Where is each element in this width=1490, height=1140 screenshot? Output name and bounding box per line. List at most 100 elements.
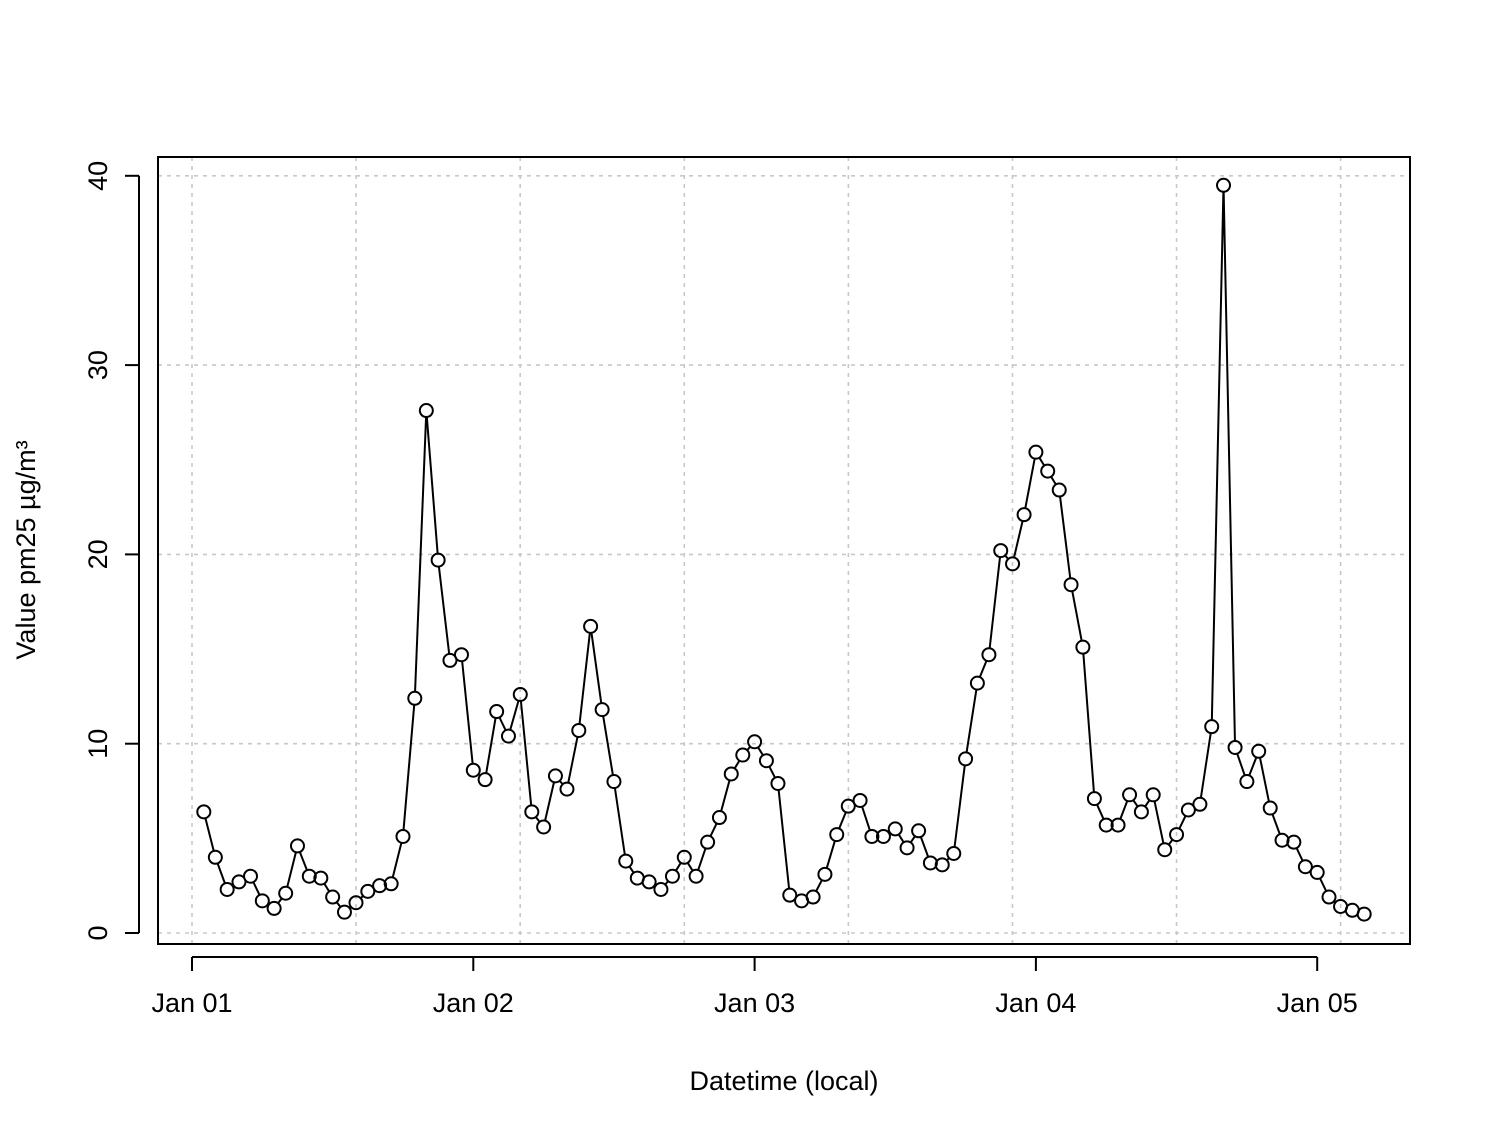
series-segment	[437, 566, 451, 655]
data-point	[1028, 444, 1044, 460]
y-axis-title: Value pm25 µg/m³	[11, 440, 41, 659]
series-segment	[1144, 799, 1151, 808]
data-point	[864, 828, 880, 844]
series-segment	[953, 765, 966, 848]
data-point	[231, 874, 247, 890]
series-segment	[1295, 847, 1304, 862]
data-point	[911, 823, 927, 839]
series-segment	[1199, 732, 1212, 799]
series-segment	[323, 883, 331, 893]
data-point	[747, 734, 763, 750]
series-segment	[298, 851, 308, 871]
data-point	[360, 883, 376, 899]
data-point	[453, 647, 469, 663]
data-point	[934, 857, 950, 873]
data-point	[372, 878, 388, 894]
x-tick-label: Jan 04	[995, 988, 1076, 1018]
series-segment	[675, 862, 682, 872]
series-segment	[485, 717, 497, 774]
x-axis-title: Datetime (local)	[689, 1066, 878, 1096]
series-segment	[590, 632, 603, 704]
data-point	[723, 766, 739, 782]
series-segment	[1038, 457, 1046, 467]
data-point	[536, 819, 552, 835]
data-point	[207, 849, 223, 865]
series-segment	[613, 787, 626, 855]
series-segment	[1050, 476, 1057, 486]
x-tick-label: Jan 02	[433, 988, 514, 1018]
data-point	[571, 722, 587, 738]
data-point	[1262, 800, 1278, 816]
data-point	[489, 704, 505, 720]
series-pm25	[196, 177, 1372, 922]
data-point	[395, 828, 411, 844]
data-point	[477, 772, 493, 788]
series-segment	[768, 766, 776, 779]
data-point	[805, 889, 821, 905]
data-point	[946, 845, 962, 861]
series-segment	[1271, 813, 1281, 835]
series-segment	[1248, 756, 1258, 776]
series-segment	[544, 781, 555, 821]
data-point	[1005, 556, 1021, 572]
series-segment	[965, 689, 978, 753]
series-segment	[567, 736, 579, 783]
series-segment	[1024, 458, 1036, 509]
series-segment	[815, 879, 823, 892]
series-segment	[509, 700, 520, 731]
data-point	[559, 781, 575, 797]
data-point	[981, 647, 997, 663]
data-point	[1063, 577, 1079, 593]
data-point	[512, 686, 528, 702]
plot-frame	[157, 156, 1411, 945]
y-tick-label: 0	[83, 925, 113, 940]
series-segment	[1236, 753, 1246, 776]
data-point	[770, 775, 786, 791]
data-point	[1227, 739, 1243, 755]
series-segment	[1013, 520, 1024, 558]
series-segment	[1059, 496, 1072, 579]
data-point	[500, 728, 516, 744]
data-point	[313, 870, 329, 886]
data-point	[688, 868, 704, 884]
data-point	[852, 792, 868, 808]
series-segment	[286, 851, 297, 888]
series-segment	[733, 760, 741, 769]
series-segment	[1096, 804, 1105, 820]
series-segment	[414, 416, 428, 692]
y-axis: 0 10 20 30 40	[83, 161, 140, 941]
data-point	[922, 855, 938, 871]
data-point	[196, 804, 212, 820]
series-segment	[897, 833, 905, 843]
data-point	[1040, 463, 1056, 479]
data-point	[1086, 791, 1102, 807]
y-tick-label: 20	[83, 539, 113, 569]
data-point	[325, 889, 341, 905]
series-segment	[1319, 877, 1328, 892]
data-point	[676, 849, 692, 865]
series-segment	[519, 700, 533, 806]
series-segment	[578, 632, 591, 725]
data-point	[1145, 787, 1161, 803]
data-point	[1286, 834, 1302, 850]
data-point	[782, 887, 798, 903]
data-point	[289, 838, 305, 854]
data-point	[899, 840, 915, 856]
data-point	[969, 675, 985, 691]
series-segment	[1210, 191, 1225, 721]
data-point	[1157, 842, 1173, 858]
data-point	[1016, 507, 1032, 523]
data-point	[547, 768, 563, 784]
data-point	[817, 866, 833, 882]
series-segment	[686, 862, 694, 872]
data-point	[1110, 817, 1126, 833]
x-axis: Jan 01 Jan 02 Jan 03 Jan 04 Jan 05	[151, 956, 1358, 1018]
series-segment	[1259, 757, 1270, 802]
data-point	[1169, 827, 1185, 843]
series-segment	[204, 817, 215, 852]
data-point	[418, 403, 434, 419]
series-segment	[988, 556, 1001, 649]
series-segment	[1082, 653, 1095, 793]
data-point	[1098, 817, 1114, 833]
series-segment	[1132, 799, 1139, 808]
